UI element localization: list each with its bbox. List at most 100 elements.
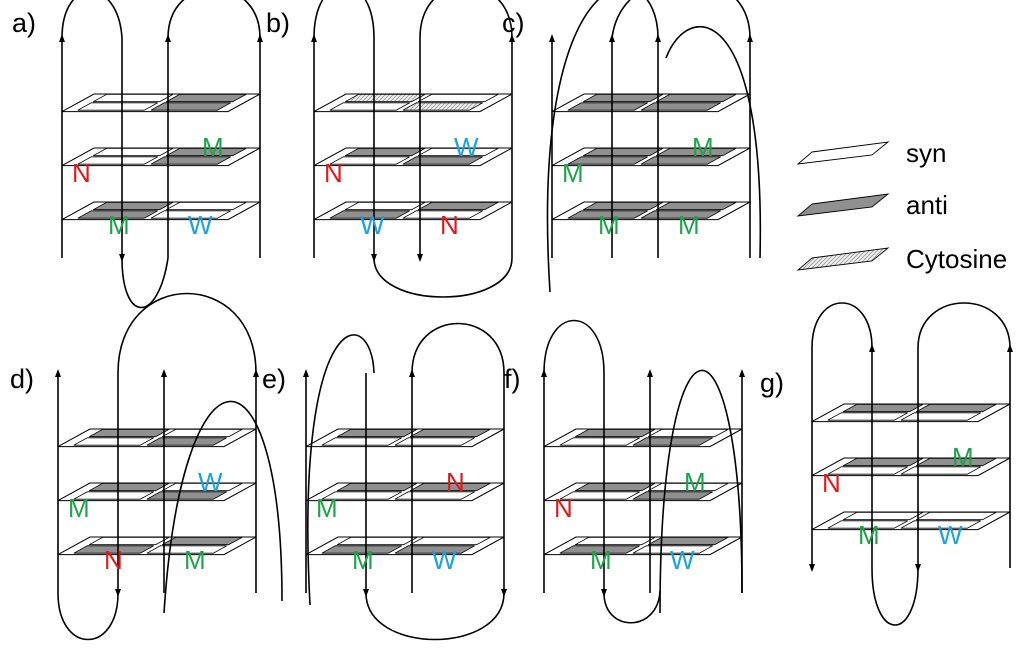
guanine-anti xyxy=(337,428,418,438)
guanine-anti xyxy=(632,437,713,446)
guanine-anti xyxy=(843,457,924,467)
legend-label-anti: anti xyxy=(906,190,948,220)
guanine-syn xyxy=(93,94,174,103)
groove-label-M: M xyxy=(316,493,338,523)
guanine-syn xyxy=(89,537,170,546)
legend: syn anti Cytosine xyxy=(796,138,1007,274)
guanine-syn xyxy=(418,147,499,157)
strand-loop xyxy=(365,592,505,641)
guanine-syn xyxy=(827,466,908,475)
groove-label-M: M xyxy=(352,545,374,575)
guanine-anti xyxy=(418,201,499,211)
groove-label-M: M xyxy=(678,210,700,240)
guanine-anti xyxy=(656,94,737,103)
strand-loop xyxy=(603,590,661,624)
strand-loop xyxy=(117,292,257,374)
strand-loop xyxy=(871,567,919,626)
panel-label: f) xyxy=(504,364,521,394)
guanine-syn xyxy=(559,437,640,446)
guanine-syn xyxy=(77,156,158,165)
guanine-anti xyxy=(93,201,174,211)
guanine-anti xyxy=(394,545,475,554)
guanine-anti xyxy=(567,102,648,111)
panel-c: c)MMM M xyxy=(502,0,762,293)
groove-label-M: M xyxy=(858,520,880,550)
groove-label-N: N xyxy=(72,158,91,188)
guanine-syn xyxy=(166,201,247,211)
strand-loop xyxy=(546,0,659,293)
guanine-syn xyxy=(394,491,475,500)
guanine-syn xyxy=(648,428,729,438)
guanine-anti xyxy=(583,201,664,211)
groove-label-N: N xyxy=(324,158,343,188)
legend-label-syn: syn xyxy=(906,138,946,168)
groove-label-M: M xyxy=(692,132,714,162)
guanine-syn xyxy=(916,512,997,521)
groove-label-W: W xyxy=(198,467,223,497)
guanine-anti xyxy=(166,94,247,103)
groove-label-W: W xyxy=(670,545,695,575)
groove-label-M: M xyxy=(598,210,620,240)
panel-b: b)NWW N xyxy=(266,0,515,298)
guanine-cyt xyxy=(402,102,483,111)
strand-loop xyxy=(411,322,505,374)
guanine-syn xyxy=(632,545,713,554)
strand-loop xyxy=(313,0,375,39)
guanine-anti xyxy=(648,537,729,546)
guanine-syn xyxy=(73,437,154,446)
guanine-anti xyxy=(567,210,648,219)
groove-label-W: W xyxy=(938,520,963,550)
groove-label-N: N xyxy=(446,467,465,497)
guanine-anti xyxy=(583,94,664,103)
groove-label-N: N xyxy=(554,493,573,523)
panel-label: d) xyxy=(10,364,34,394)
guanine-anti xyxy=(73,545,154,554)
guanine-anti xyxy=(583,147,664,157)
guanine-anti xyxy=(89,428,170,438)
guanine-anti xyxy=(150,156,231,165)
groove-label-M: M xyxy=(590,545,612,575)
guanine-anti xyxy=(329,210,410,219)
panel-g: g)NMM W xyxy=(760,302,1013,626)
guanine-anti xyxy=(337,482,418,492)
guanine-anti xyxy=(150,102,231,111)
strand-loop xyxy=(659,369,743,614)
strand-loop xyxy=(917,302,1011,349)
groove-label-M: M xyxy=(684,467,706,497)
guanine-anti xyxy=(632,491,713,500)
guanine-anti xyxy=(410,428,491,438)
guanine-syn xyxy=(329,102,410,111)
strand-loop xyxy=(163,400,283,614)
legend-label-cytosine: Cytosine xyxy=(906,244,1007,274)
strand-loop xyxy=(373,257,513,298)
guanine-syn xyxy=(827,412,908,421)
guanine-syn xyxy=(146,545,227,554)
guanine-anti xyxy=(89,482,170,492)
guanine-syn xyxy=(162,428,243,438)
guanine-syn xyxy=(575,537,656,546)
guanine-syn xyxy=(345,201,426,211)
guanine-anti xyxy=(656,147,737,157)
groove-label-M: M xyxy=(202,132,224,162)
guanine-syn xyxy=(648,482,729,492)
guanine-anti xyxy=(410,482,491,492)
guanine-anti xyxy=(916,457,997,467)
panel-label: e) xyxy=(262,364,286,394)
guanine-anti xyxy=(146,437,227,446)
guanine-syn xyxy=(93,147,174,157)
guanine-syn xyxy=(77,102,158,111)
guanine-syn xyxy=(900,412,981,421)
strand-loop xyxy=(121,257,169,309)
strand-loop xyxy=(811,302,873,349)
guanine-anti xyxy=(640,156,721,165)
strand-loop xyxy=(419,0,513,39)
guanine-anti xyxy=(916,403,997,413)
panel-label: c) xyxy=(502,8,525,38)
panel-d: d)MWN M xyxy=(10,292,283,641)
guanine-syn xyxy=(410,537,491,546)
guanine-anti xyxy=(77,210,158,219)
panel-e: e) M N M W xyxy=(262,322,507,641)
panel-label: b) xyxy=(266,8,290,38)
guanine-anti xyxy=(162,537,243,546)
